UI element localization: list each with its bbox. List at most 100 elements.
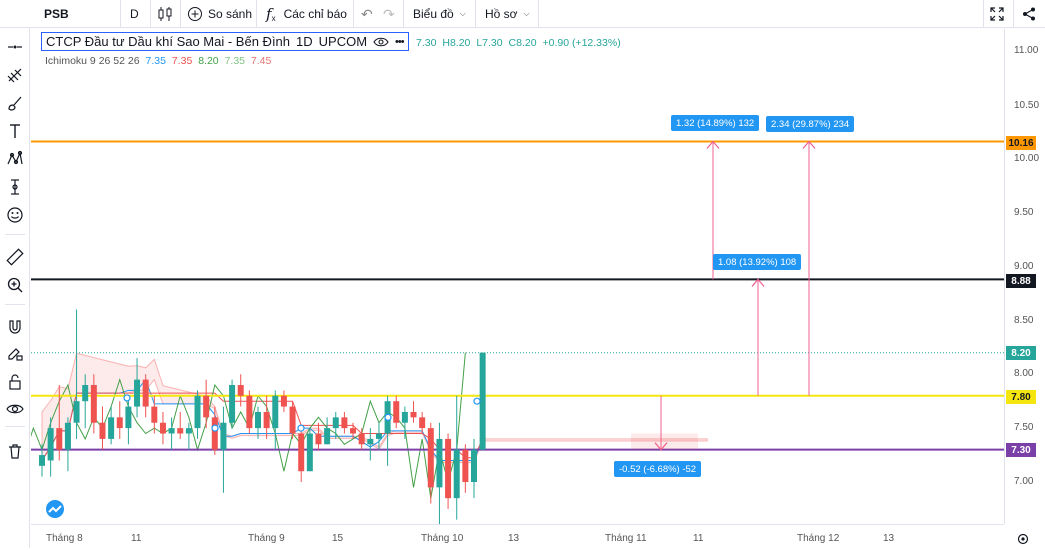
candle-body bbox=[419, 417, 426, 429]
price-tick: 9.50 bbox=[1014, 207, 1034, 218]
toolbar-divider bbox=[180, 0, 181, 28]
pattern-tool[interactable] bbox=[4, 148, 26, 170]
candle-body bbox=[324, 428, 331, 445]
ohlc-legend: 7.30 H8.20 L7.30 C8.20 +0.90 (+12.33%) bbox=[416, 37, 624, 49]
gear-icon bbox=[1017, 533, 1029, 545]
ichimoku-legend[interactable]: Ichimoku 9 26 52 26 7.35 7.35 8.20 7.35 … bbox=[45, 55, 274, 67]
function-sub-icon: x bbox=[271, 13, 276, 23]
compare-button[interactable]: So sánh bbox=[187, 0, 252, 28]
candle-body bbox=[289, 406, 296, 434]
settings-button[interactable] bbox=[1012, 528, 1034, 550]
undo-icon: ↶ bbox=[361, 5, 373, 22]
toolbar-divider bbox=[475, 0, 476, 28]
crosshair-icon bbox=[8, 45, 22, 49]
anchor-point bbox=[297, 424, 305, 432]
redo-icon: ↷ bbox=[383, 5, 395, 22]
text-icon bbox=[10, 124, 20, 138]
candle-body bbox=[263, 411, 270, 429]
crosshair-tool[interactable] bbox=[4, 36, 26, 58]
ichimoku-base: 7.35 bbox=[171, 55, 193, 67]
price-tick: 7.50 bbox=[1014, 422, 1034, 433]
candle-body bbox=[185, 428, 192, 434]
interval-button[interactable]: D bbox=[130, 0, 139, 28]
candle-body bbox=[453, 449, 460, 499]
measure-label[interactable]: 1.32 (14.89%) 132 bbox=[671, 115, 760, 131]
candle-body bbox=[332, 417, 339, 429]
toolbar-divider bbox=[150, 0, 151, 28]
candle-body bbox=[410, 411, 417, 418]
more-icon[interactable]: ••• bbox=[395, 35, 405, 48]
remove-drawings-tool[interactable] bbox=[4, 440, 26, 462]
candle-body bbox=[280, 395, 287, 407]
brush-tool[interactable] bbox=[4, 92, 26, 114]
legend-exchange: UPCOM bbox=[318, 34, 368, 49]
symbol-legend[interactable]: CTCP Đầu tư Dầu khí Sao Mai - Bến Đình 1… bbox=[41, 32, 409, 51]
candle-body bbox=[427, 428, 434, 488]
toolbar-divider bbox=[256, 0, 257, 28]
redo-button[interactable]: ↷ bbox=[383, 0, 395, 28]
toolbar-divider bbox=[120, 0, 121, 28]
candle-body bbox=[90, 385, 97, 423]
undo-button[interactable]: ↶ bbox=[361, 0, 373, 28]
candle-body bbox=[436, 438, 443, 488]
price-tick: 8.00 bbox=[1014, 368, 1034, 379]
candle-body bbox=[220, 422, 227, 450]
visibility-tool[interactable] bbox=[4, 398, 26, 420]
logo-button[interactable] bbox=[44, 498, 66, 520]
symbol-search[interactable]: PSB bbox=[44, 0, 69, 28]
stay-drawing-tool[interactable] bbox=[4, 342, 26, 364]
toolbar-divider bbox=[983, 0, 984, 28]
trash-icon bbox=[9, 444, 21, 459]
measure-label[interactable]: 2.34 (29.87%) 234 bbox=[766, 116, 855, 132]
anchor-point bbox=[384, 413, 392, 421]
time-tick: Tháng 12 bbox=[797, 533, 840, 544]
add-circle-icon bbox=[188, 7, 202, 21]
text-tool[interactable] bbox=[4, 120, 26, 142]
brush-icon bbox=[8, 96, 22, 111]
chart-canvas[interactable] bbox=[31, 29, 1004, 524]
chart-style-button[interactable] bbox=[156, 0, 174, 28]
candle-body bbox=[237, 385, 244, 396]
pencil-lock-icon bbox=[8, 348, 23, 361]
ohlc-high: H8.20 bbox=[442, 37, 471, 49]
candle-body bbox=[358, 433, 365, 445]
candle-body bbox=[462, 449, 469, 482]
share-button[interactable] bbox=[1021, 0, 1037, 28]
measure-label[interactable]: 1.08 (13.92%) 108 bbox=[713, 254, 802, 270]
ichimoku-lagging-line bbox=[31, 352, 466, 499]
price-tick: 8.50 bbox=[1014, 315, 1034, 326]
lock-tool[interactable] bbox=[4, 371, 26, 393]
candle-body bbox=[134, 379, 141, 407]
toolbar-divider bbox=[5, 426, 25, 427]
ohlc-open: 7.30 bbox=[416, 37, 437, 49]
candle-body bbox=[306, 433, 313, 472]
time-tick: 11 bbox=[693, 533, 704, 544]
time-tick: 13 bbox=[508, 533, 520, 544]
time-axis[interactable] bbox=[31, 524, 1004, 548]
profile-menu-button[interactable]: Hồ sơ ⌵ bbox=[485, 0, 530, 28]
magnet-tool[interactable] bbox=[4, 316, 26, 338]
ruler-tool[interactable] bbox=[4, 246, 26, 268]
candle-body bbox=[47, 428, 54, 461]
candle-body bbox=[194, 395, 201, 429]
zoom-in-tool[interactable] bbox=[4, 274, 26, 296]
chart-menu-button[interactable]: Biểu đồ ⌵ bbox=[413, 0, 466, 28]
candle-body bbox=[445, 438, 452, 499]
candle-body bbox=[39, 455, 45, 466]
eye-icon[interactable] bbox=[373, 36, 389, 48]
measure-range bbox=[631, 433, 698, 450]
fullscreen-button[interactable] bbox=[989, 0, 1005, 28]
prediction-tool[interactable] bbox=[4, 176, 26, 198]
emoji-tool[interactable] bbox=[4, 204, 26, 226]
chart-pane[interactable] bbox=[31, 29, 1004, 524]
profile-menu-label: Hồ sơ bbox=[485, 7, 518, 21]
measure-label[interactable]: -0.52 (-6.68%) -52 bbox=[614, 461, 702, 477]
price-label-purple: 7.30 bbox=[1006, 443, 1036, 457]
ichimoku-cloud bbox=[41, 352, 708, 464]
candle-body bbox=[375, 433, 382, 439]
anchor-point bbox=[211, 424, 219, 432]
interval-label: D bbox=[130, 7, 139, 21]
trend-line-tool[interactable] bbox=[4, 64, 26, 86]
